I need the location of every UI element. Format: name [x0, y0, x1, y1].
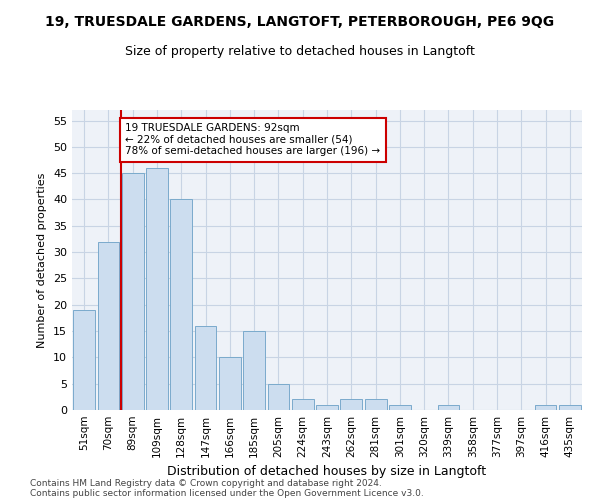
Bar	[122, 173, 143, 410]
Bar	[268, 384, 289, 410]
Bar	[389, 404, 411, 410]
Bar	[535, 404, 556, 410]
Text: 19, TRUESDALE GARDENS, LANGTOFT, PETERBOROUGH, PE6 9QG: 19, TRUESDALE GARDENS, LANGTOFT, PETERBO…	[46, 15, 554, 29]
Bar	[243, 331, 265, 410]
Bar	[292, 400, 314, 410]
Bar	[365, 400, 386, 410]
X-axis label: Distribution of detached houses by size in Langtoft: Distribution of detached houses by size …	[167, 466, 487, 478]
Text: Contains public sector information licensed under the Open Government Licence v3: Contains public sector information licen…	[30, 488, 424, 498]
Bar	[194, 326, 217, 410]
Text: Contains HM Land Registry data © Crown copyright and database right 2024.: Contains HM Land Registry data © Crown c…	[30, 478, 382, 488]
Text: Size of property relative to detached houses in Langtoft: Size of property relative to detached ho…	[125, 45, 475, 58]
Bar	[97, 242, 119, 410]
Bar	[219, 358, 241, 410]
Bar	[170, 200, 192, 410]
Bar	[437, 404, 460, 410]
Bar	[146, 168, 168, 410]
Bar	[559, 404, 581, 410]
Bar	[340, 400, 362, 410]
Text: 19 TRUESDALE GARDENS: 92sqm
← 22% of detached houses are smaller (54)
78% of sem: 19 TRUESDALE GARDENS: 92sqm ← 22% of det…	[125, 123, 380, 156]
Y-axis label: Number of detached properties: Number of detached properties	[37, 172, 47, 348]
Bar	[73, 310, 95, 410]
Bar	[316, 404, 338, 410]
